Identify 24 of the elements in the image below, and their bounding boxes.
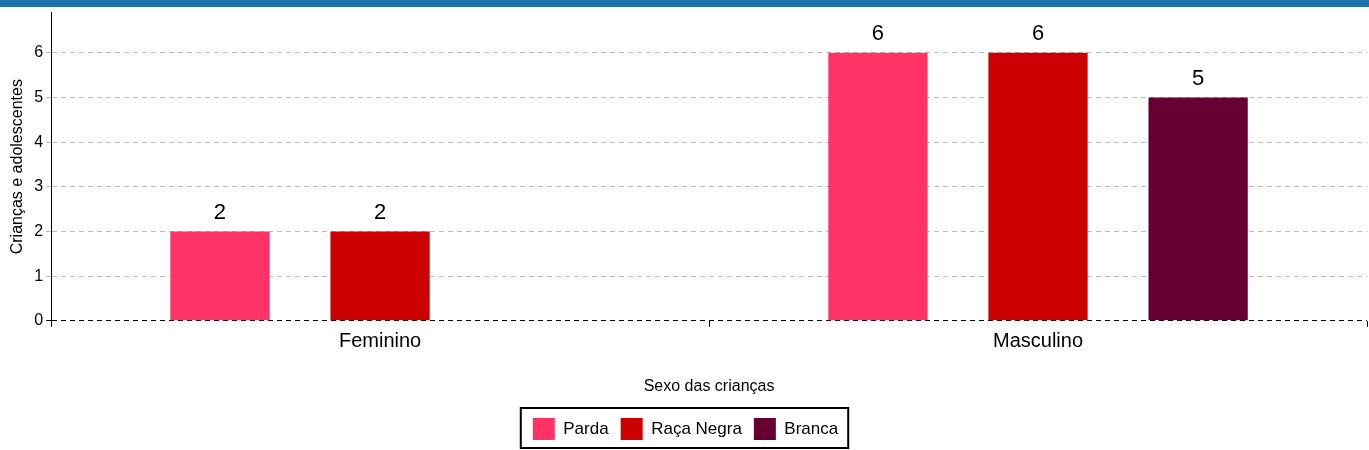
data-label: 6: [871, 19, 885, 45]
y-tick-label: 2: [34, 221, 44, 239]
y-tick-label: 6: [34, 43, 44, 61]
y-tick-label: 0: [34, 311, 44, 329]
bar: [330, 231, 430, 321]
data-label: 5: [1192, 64, 1205, 90]
bar: [988, 52, 1088, 321]
data-label: 2: [373, 198, 387, 224]
y-tick-label: 1: [34, 266, 44, 284]
y-axis-title: Crianças e adolescentes: [8, 79, 26, 255]
x-axis-title: Sexo das crianças: [643, 376, 775, 394]
x-tick-label: Feminino: [338, 329, 422, 352]
x-tick-label: Masculino: [993, 329, 1084, 352]
legend-label: Branca: [784, 418, 839, 438]
legend-label: Raça Negra: [651, 418, 743, 438]
bar: [828, 52, 928, 321]
bar: [170, 231, 270, 321]
data-label: 6: [1031, 19, 1045, 45]
data-label: 2: [213, 198, 227, 224]
bar: [1148, 97, 1248, 321]
legend-label: Parda: [563, 418, 610, 438]
y-tick-label: 4: [34, 132, 44, 150]
y-tick-label: 3: [34, 177, 44, 195]
y-tick-label: 5: [34, 87, 44, 105]
